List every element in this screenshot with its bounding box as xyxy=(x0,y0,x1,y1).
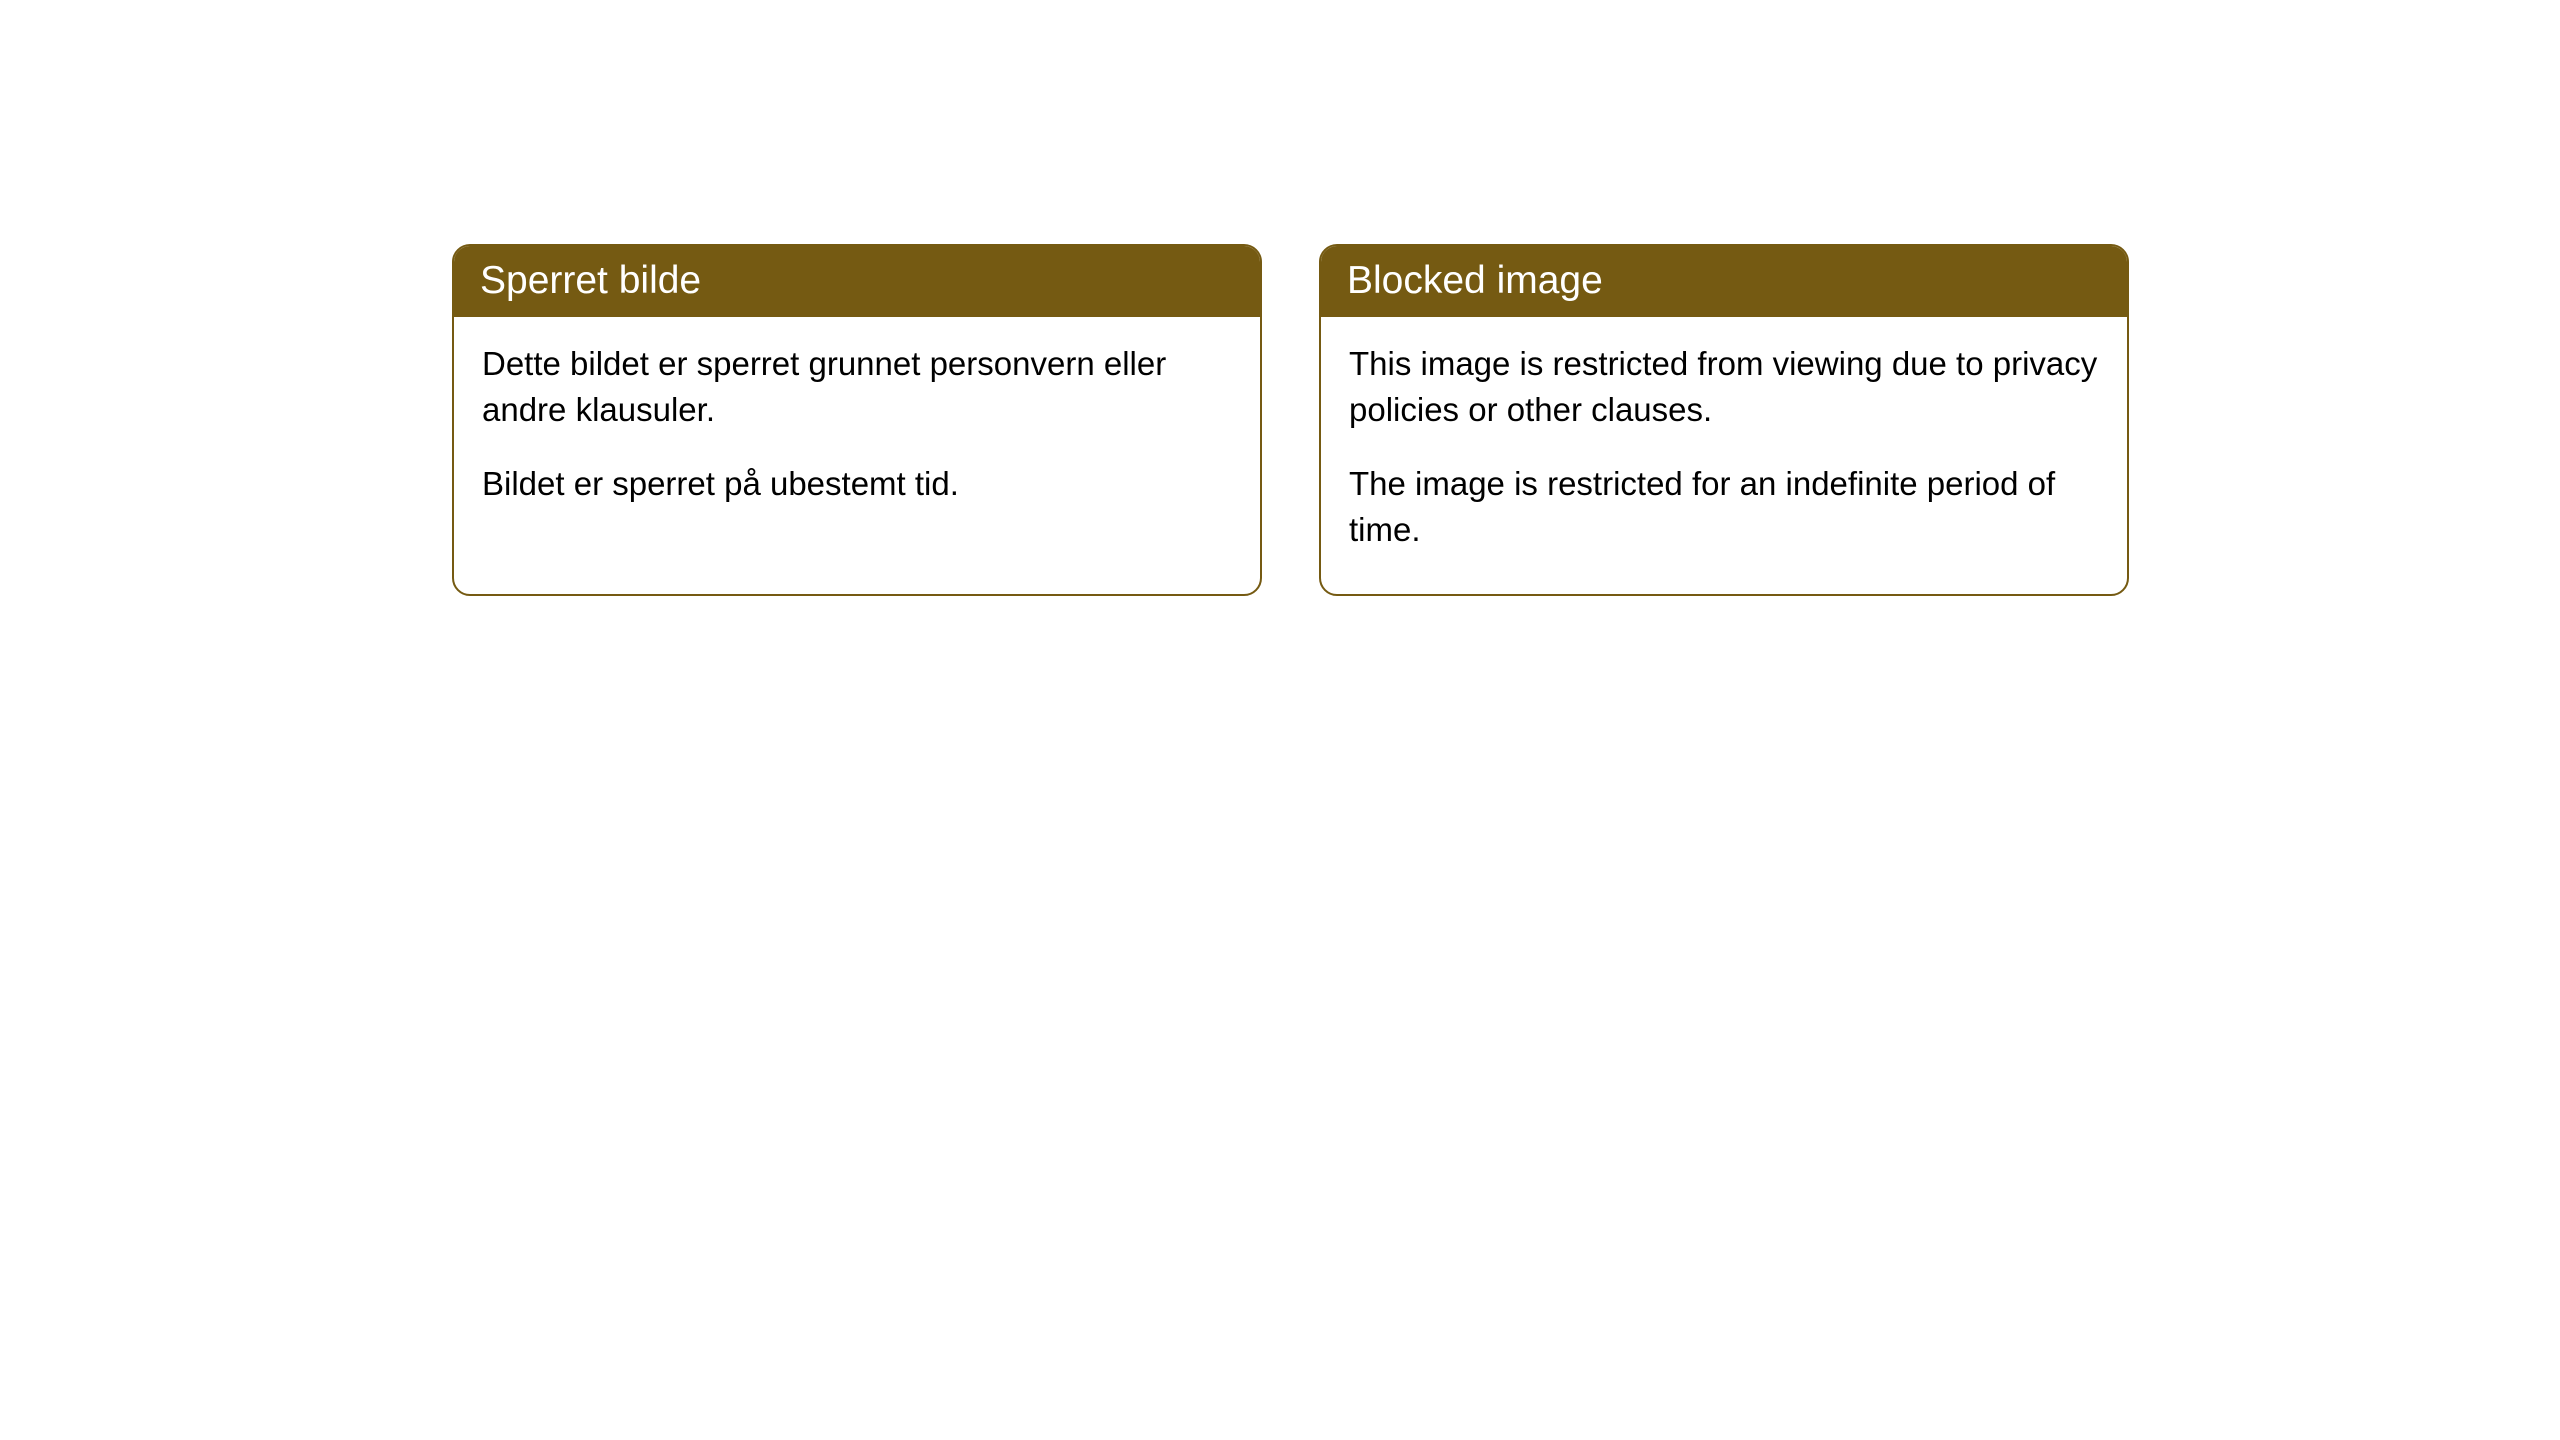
notice-card-english: Blocked image This image is restricted f… xyxy=(1319,244,2129,596)
notice-paragraph: Bildet er sperret på ubestemt tid. xyxy=(482,461,1232,507)
notice-paragraph: The image is restricted for an indefinit… xyxy=(1349,461,2099,553)
notice-cards-container: Sperret bilde Dette bildet er sperret gr… xyxy=(452,244,2560,596)
card-header-english: Blocked image xyxy=(1321,246,2127,317)
notice-paragraph: This image is restricted from viewing du… xyxy=(1349,341,2099,433)
notice-paragraph: Dette bildet er sperret grunnet personve… xyxy=(482,341,1232,433)
card-header-norwegian: Sperret bilde xyxy=(454,246,1260,317)
notice-card-norwegian: Sperret bilde Dette bildet er sperret gr… xyxy=(452,244,1262,596)
card-body-norwegian: Dette bildet er sperret grunnet personve… xyxy=(454,317,1260,548)
card-body-english: This image is restricted from viewing du… xyxy=(1321,317,2127,594)
